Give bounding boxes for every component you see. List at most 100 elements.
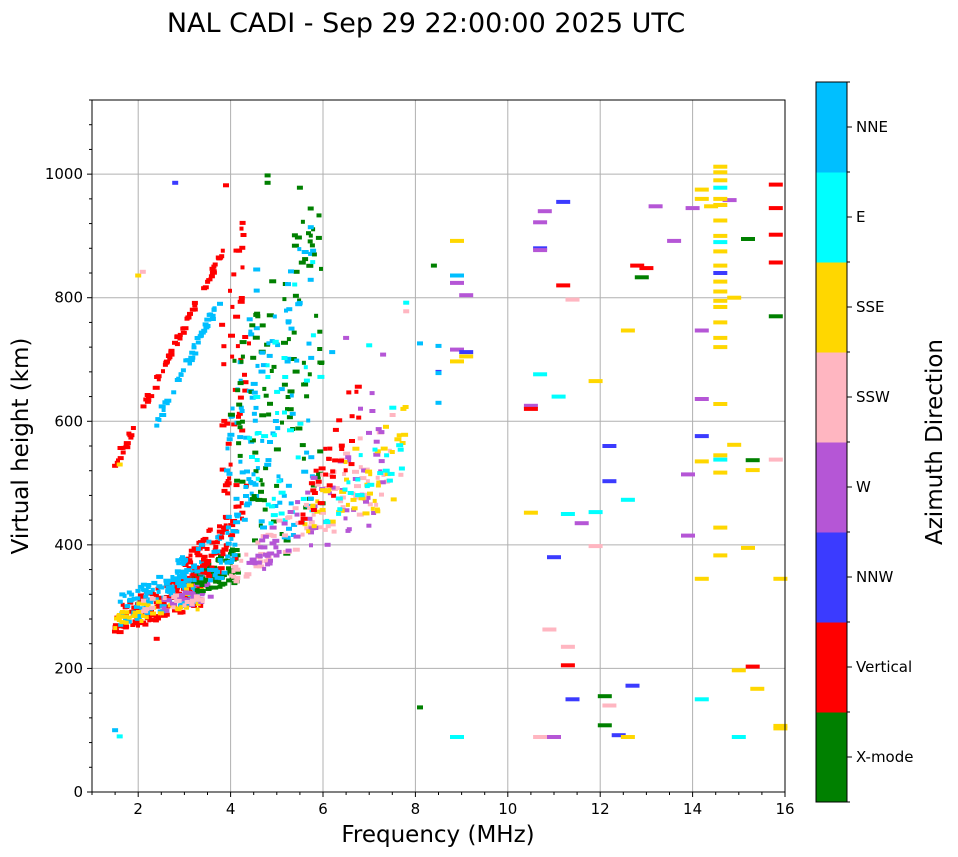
data-point <box>156 377 161 382</box>
data-point <box>180 368 186 373</box>
data-point <box>201 570 207 575</box>
data-point <box>745 664 760 669</box>
data-point <box>238 405 244 410</box>
data-point <box>286 535 291 540</box>
colorbar-segment <box>816 622 847 713</box>
data-point <box>207 567 214 572</box>
data-point <box>271 496 276 501</box>
data-point <box>231 553 238 558</box>
data-point <box>212 573 218 578</box>
data-point <box>307 277 314 282</box>
data-point <box>172 180 179 185</box>
data-point <box>317 501 325 506</box>
data-point <box>221 570 228 575</box>
data-point <box>176 573 182 578</box>
data-point <box>239 359 244 364</box>
data-point <box>346 527 352 532</box>
data-point <box>292 506 299 511</box>
data-point <box>228 552 234 557</box>
data-point <box>249 455 255 459</box>
data-point <box>161 408 166 412</box>
data-point <box>358 453 363 458</box>
data-point <box>310 483 317 488</box>
data-point <box>141 601 147 606</box>
data-point <box>179 602 185 607</box>
data-point <box>181 560 186 565</box>
data-point <box>230 529 236 533</box>
data-point <box>238 378 243 383</box>
data-point <box>369 409 376 413</box>
data-point <box>161 606 167 611</box>
data-point <box>386 478 393 483</box>
data-point <box>216 580 221 585</box>
data-point <box>290 533 296 537</box>
data-point <box>223 523 228 528</box>
data-point <box>255 540 261 545</box>
data-point <box>285 548 292 553</box>
data-point <box>221 418 228 423</box>
data-point <box>141 598 146 603</box>
data-point <box>187 311 193 316</box>
data-point <box>694 697 709 702</box>
data-point <box>218 560 223 565</box>
data-point <box>206 573 213 578</box>
data-point <box>155 602 161 607</box>
data-point <box>159 413 167 417</box>
data-point <box>209 540 216 545</box>
data-point <box>196 540 203 545</box>
data-point <box>222 483 230 488</box>
data-point <box>164 608 170 613</box>
data-point <box>272 419 279 423</box>
y-tick-label: 200 <box>54 659 83 677</box>
data-point <box>232 556 239 561</box>
data-point <box>217 573 223 578</box>
data-point <box>140 582 147 587</box>
data-point <box>188 548 196 553</box>
data-point <box>262 507 268 512</box>
data-point <box>130 426 136 430</box>
data-point <box>713 298 728 303</box>
data-point <box>280 420 284 425</box>
data-point <box>378 459 385 464</box>
data-point <box>272 314 277 319</box>
data-point <box>138 584 145 589</box>
data-point <box>263 466 269 471</box>
data-point <box>219 535 225 540</box>
data-point <box>194 336 201 340</box>
data-point <box>225 554 231 559</box>
data-point <box>745 468 760 473</box>
data-point <box>153 636 160 641</box>
data-point <box>173 588 180 593</box>
data-point <box>401 432 409 437</box>
data-point <box>263 393 269 398</box>
colorbar-tick-label: SSW <box>856 388 890 406</box>
data-point <box>713 305 728 309</box>
data-point <box>246 317 253 322</box>
data-point <box>291 522 298 527</box>
data-point <box>165 585 171 590</box>
data-point <box>272 504 279 508</box>
data-point <box>142 607 150 612</box>
data-point <box>344 477 349 482</box>
data-point <box>249 438 256 443</box>
data-point <box>211 585 219 590</box>
data-point <box>329 474 336 479</box>
data-point <box>768 182 783 187</box>
data-point <box>450 280 464 285</box>
data-point <box>139 621 144 626</box>
data-point <box>306 231 311 236</box>
data-point <box>209 317 216 321</box>
data-point <box>228 462 233 467</box>
data-point <box>243 494 249 498</box>
data-point <box>293 534 301 539</box>
data-point <box>323 489 331 494</box>
data-point <box>240 354 245 359</box>
data-point <box>229 557 235 562</box>
data-point <box>225 514 232 519</box>
data-point <box>180 581 186 585</box>
data-point <box>281 382 288 387</box>
data-point <box>195 547 201 551</box>
data-point <box>293 269 300 274</box>
data-point <box>190 572 197 577</box>
data-point <box>298 520 305 525</box>
